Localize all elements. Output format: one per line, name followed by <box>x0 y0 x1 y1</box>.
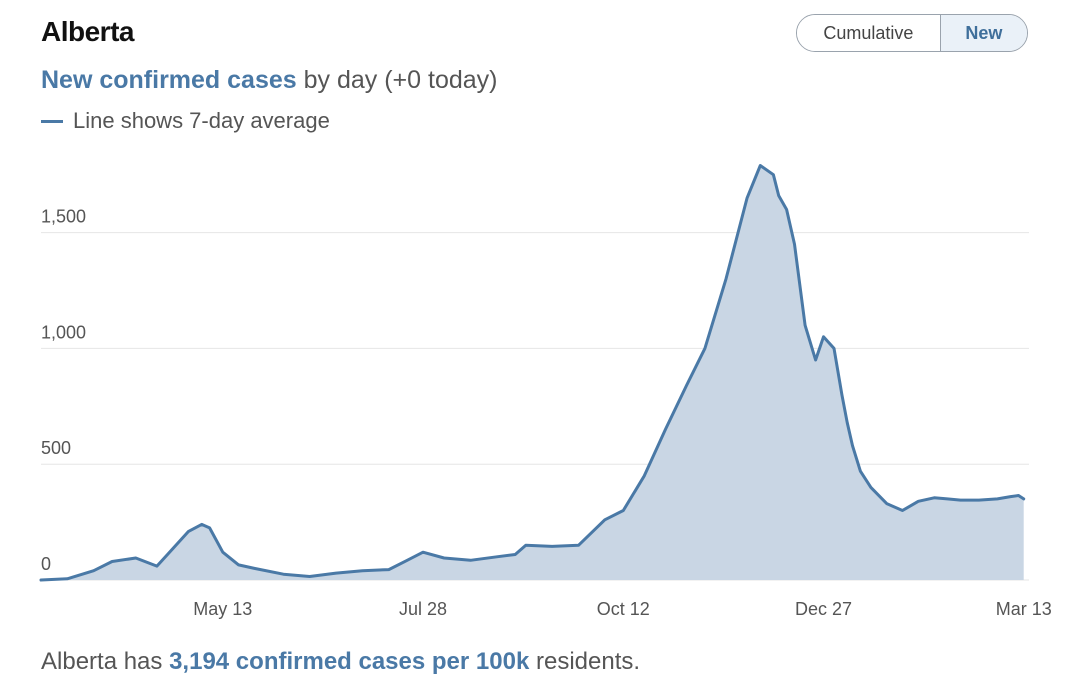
subtitle-rest: by day (+0 today) <box>296 66 498 94</box>
view-toggle: Cumulative New <box>796 14 1028 52</box>
series-area-fill <box>41 165 1024 580</box>
legend-label: Line shows 7-day average <box>73 108 330 133</box>
y-tick-label: 0 <box>41 554 51 574</box>
region-title: Alberta <box>41 16 134 47</box>
y-tick-label: 1,000 <box>41 322 86 342</box>
axis-layer: 0 500 1,000 1,500 May 13 Jul 28 Oct 12 Dec 27 Ma… <box>41 207 1052 619</box>
x-tick-label: May 13 <box>193 599 252 619</box>
x-tick-label: Oct 12 <box>597 599 650 619</box>
y-tick-label: 1,500 <box>41 207 86 227</box>
x-tick-label: Dec 27 <box>795 599 852 619</box>
x-tick-label: Jul 28 <box>399 599 447 619</box>
series-line <box>39 164 1026 582</box>
footer-prefix: Alberta has <box>41 648 170 675</box>
cumulative-toggle-button[interactable]: Cumulative <box>797 15 941 51</box>
subtitle-highlight: New confirmed cases <box>41 66 297 94</box>
footer-summary: Alberta has 3,194 confirmed cases per 10… <box>41 648 640 676</box>
new-toggle-button[interactable]: New <box>940 15 1027 51</box>
footer-highlight: 3,194 confirmed cases per 100k <box>169 648 530 675</box>
cases-chart: 0 500 1,000 1,500 May 13 Jul 28 Oct 12 Dec 27 Ma… <box>39 164 1052 619</box>
legend: Line shows 7-day average <box>41 108 330 134</box>
chart-subtitle: New confirmed cases by day (+0 today) <box>41 66 497 95</box>
legend-line-swatch <box>41 119 63 123</box>
y-tick-label: 500 <box>41 438 71 458</box>
area-layer <box>39 164 1026 582</box>
x-tick-label: Mar 13 <box>996 599 1052 619</box>
footer-suffix: residents. <box>529 648 641 675</box>
